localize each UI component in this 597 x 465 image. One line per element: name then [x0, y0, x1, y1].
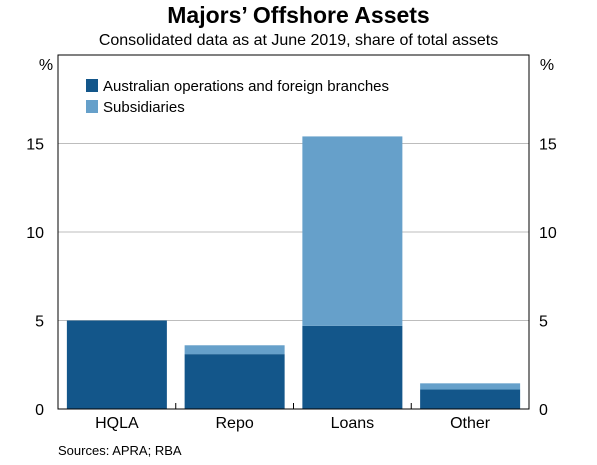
legend-swatch-subsidiaries — [86, 100, 98, 113]
y-axis-unit-left: % — [39, 57, 53, 74]
bar-subsidiaries-repo — [184, 345, 285, 355]
legend-label-subsidiaries: Subsidiaries — [103, 99, 185, 116]
y-tick-label-right: 15 — [539, 137, 557, 154]
bar-australian-operations-loans — [302, 325, 403, 409]
legend-swatch-australian-operations — [86, 79, 98, 92]
plot-frame — [57, 54, 530, 410]
y-tick-label-left: 5 — [35, 314, 44, 331]
legend-label-australian-operations: Australian operations and foreign branch… — [103, 78, 389, 95]
x-tick-label: Other — [450, 415, 491, 432]
y-tick-label-left: 0 — [35, 402, 44, 419]
y-tick-label-right: 5 — [539, 314, 548, 331]
y-tick-label-left: 10 — [26, 225, 44, 242]
bar-australian-operations-other — [420, 389, 521, 409]
x-tick-label: Repo — [216, 415, 254, 432]
y-tick-label-left: 15 — [26, 137, 44, 154]
source-note: Sources: APRA; RBA — [58, 443, 182, 458]
bar-australian-operations-hqla — [66, 320, 167, 409]
y-tick-label-right: 0 — [539, 402, 548, 419]
y-tick-label-right: 10 — [539, 225, 557, 242]
bar-australian-operations-repo — [184, 354, 285, 409]
chart-title: Majors’ Offshore Assets — [167, 2, 430, 28]
y-axis-unit-right: % — [540, 57, 554, 74]
bar-subsidiaries-loans — [302, 136, 403, 326]
x-tick-label: Loans — [331, 415, 375, 432]
x-tick-label: HQLA — [95, 415, 139, 432]
chart-subtitle: Consolidated data as at June 2019, share… — [98, 32, 499, 49]
bar-subsidiaries-other — [420, 383, 521, 390]
